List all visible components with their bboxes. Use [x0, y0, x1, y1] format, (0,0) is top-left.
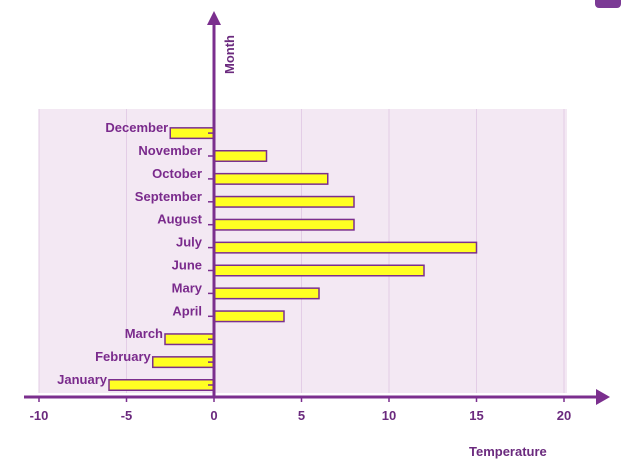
pencil-icon[interactable] [595, 0, 621, 8]
bar-june [213, 264, 425, 277]
bar-november [213, 150, 268, 162]
x-tick-label: 10 [382, 408, 396, 423]
category-label-march: March [125, 326, 163, 341]
x-axis-arrow [596, 389, 610, 405]
category-label-october: October [152, 166, 202, 181]
x-tick-labels: -10 -5 0 5 10 15 20 [30, 408, 572, 423]
bar-mary [213, 287, 320, 300]
category-label-july: July [176, 235, 203, 250]
x-tick-label: 15 [469, 408, 483, 423]
x-tick-label: 5 [298, 408, 305, 423]
x-tick-label: 0 [210, 408, 217, 423]
category-label-november: November [138, 143, 202, 158]
bar-february [152, 356, 215, 369]
y-axis-title: Month [222, 35, 237, 74]
category-label-june: June [172, 258, 202, 273]
bar-december [169, 127, 215, 140]
axes [24, 11, 610, 405]
x-tick-label: -5 [121, 408, 133, 423]
category-label-april: April [172, 303, 202, 318]
category-label-january: January [57, 372, 108, 387]
x-axis-title: Temperature [469, 444, 547, 459]
y-axis-arrow [207, 11, 221, 25]
category-label-september: September [135, 189, 202, 204]
bar-september [213, 195, 355, 208]
category-label-mary: Mary [172, 280, 203, 295]
bar-july [213, 241, 478, 254]
x-tick-label: 20 [557, 408, 571, 423]
x-tick-label: -10 [30, 408, 49, 423]
bar-october [213, 172, 329, 185]
category-label-august: August [157, 212, 202, 227]
bar-march [164, 333, 215, 346]
bar-april [213, 310, 285, 323]
category-label-february: February [95, 349, 151, 364]
bar-january [108, 379, 215, 391]
bar-august [213, 218, 355, 231]
category-labels: January February March April Mary June July Aug… [57, 120, 203, 387]
category-label-december: December [105, 120, 168, 135]
